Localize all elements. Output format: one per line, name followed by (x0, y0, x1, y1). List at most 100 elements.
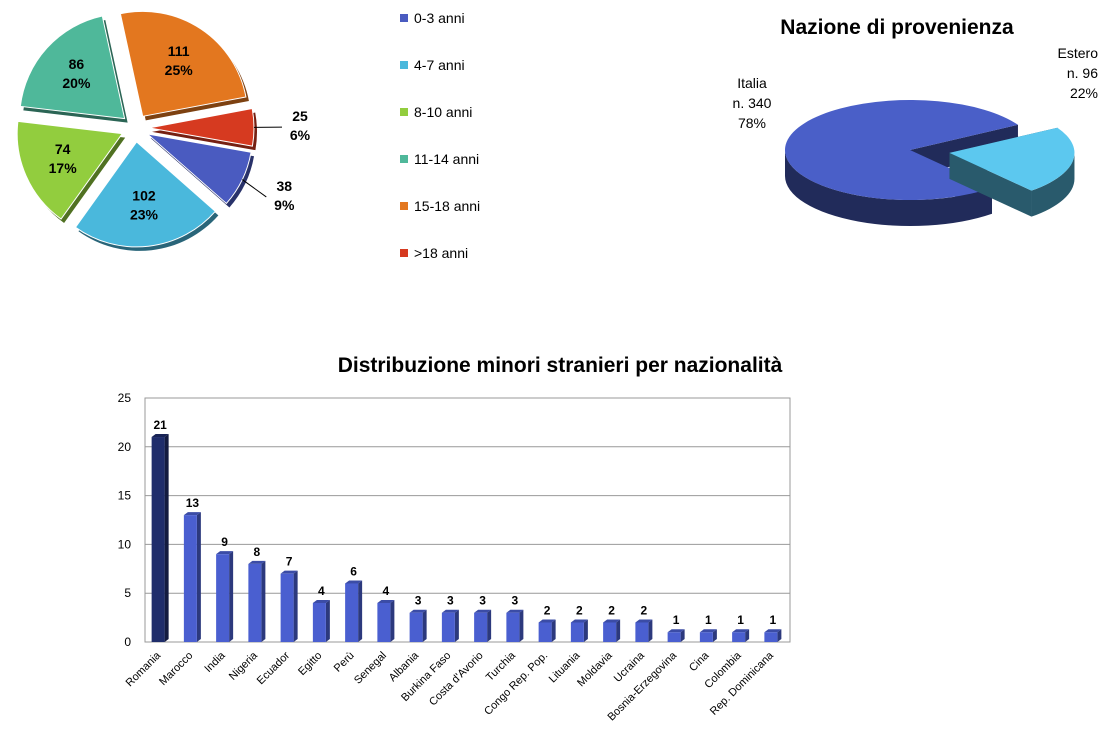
bar-top (216, 551, 234, 555)
value-label: 13 (186, 496, 200, 510)
legend-label: 11-14 anni (414, 151, 479, 167)
x-tick-label: Perù (332, 650, 357, 675)
slice-label: 25 6% (290, 108, 311, 143)
value-label: 3 (415, 594, 422, 608)
y-tick-label: 20 (118, 440, 132, 454)
x-tick-label: Ecuador (255, 649, 293, 687)
bar-side (229, 551, 234, 642)
value-label: 1 (737, 613, 744, 627)
bar-side (293, 570, 298, 642)
slice-label-line: n. 96 (1067, 65, 1098, 81)
slice (949, 127, 1075, 191)
bar (570, 622, 584, 642)
value-label: 1 (673, 613, 680, 627)
value-label: 2 (576, 603, 583, 617)
slice-label-line: 78% (738, 115, 766, 131)
slice-label: 86 20% (62, 56, 91, 91)
bar-top (474, 609, 492, 613)
slice-label-line: 23% (130, 207, 159, 223)
bar-side (745, 629, 750, 642)
bar (474, 612, 488, 642)
slice-label-line: 20% (62, 75, 91, 91)
y-tick-label: 25 (118, 391, 132, 405)
bar-top (570, 619, 588, 623)
bar (216, 554, 230, 642)
bar (732, 632, 746, 642)
slice-label: Italia n. 340 78% (733, 75, 772, 131)
y-tick-label: 5 (124, 586, 131, 600)
bar-top (667, 629, 685, 633)
bar-top (732, 629, 750, 633)
y-tick-label: 10 (118, 537, 132, 551)
slice (74, 141, 217, 248)
legend-swatch (400, 155, 408, 163)
bar-side (487, 609, 492, 642)
bar (151, 437, 165, 642)
bar-side (325, 599, 330, 642)
bar-side (583, 619, 588, 642)
x-tick-label: Romania (124, 649, 164, 689)
slice-face (949, 152, 1032, 217)
bar-top (506, 609, 524, 613)
x-tick-label: Cina (687, 649, 712, 674)
legend-label: 0-3 anni (414, 10, 465, 26)
slice-label-line: 86 (69, 56, 85, 72)
slice (16, 120, 124, 220)
bar-top (248, 560, 266, 564)
bar-top (183, 512, 201, 516)
x-tick-label: Senegal (352, 650, 389, 687)
slice-label-line: 6% (290, 127, 311, 143)
slice-label: 102 23% (130, 188, 159, 223)
slice-label-line: 22% (1070, 85, 1098, 101)
bar (345, 583, 359, 642)
bar-top (280, 570, 298, 574)
bar (280, 573, 294, 642)
bar (441, 612, 455, 642)
bar-top (699, 629, 717, 633)
bar-side (680, 629, 685, 642)
value-label: 1 (705, 613, 712, 627)
slice-label: Estero n. 96 22% (1058, 45, 1099, 101)
chart-title: Distribuzione minori stranieri per nazio… (338, 354, 783, 377)
value-label: 3 (479, 594, 486, 608)
x-tick-label: Marocco (157, 650, 195, 688)
x-tick-label: India (202, 649, 228, 675)
bar-side (648, 619, 653, 642)
bar-top (151, 434, 169, 438)
slice (145, 133, 252, 205)
value-label: 1 (770, 613, 777, 627)
slice-label: 111 25% (165, 43, 194, 78)
value-label: 6 (350, 564, 357, 578)
bar-side (390, 599, 395, 642)
y-tick-label: 0 (124, 635, 131, 649)
value-label: 21 (153, 418, 167, 432)
legend-swatch (400, 249, 408, 257)
legend-label: 8-10 anni (414, 104, 472, 120)
value-label: 8 (254, 545, 261, 559)
bar-top (635, 619, 653, 623)
bar-top (603, 619, 621, 623)
legend-swatch (400, 108, 408, 116)
bar (699, 632, 713, 642)
chart-title: Nazione di provenienza (780, 16, 1014, 39)
bar-top (377, 599, 395, 603)
bar (603, 622, 617, 642)
slice-label-line: 25% (165, 62, 194, 78)
bar (538, 622, 552, 642)
bar (764, 632, 778, 642)
bar-side (196, 512, 201, 642)
value-label: 7 (286, 555, 293, 569)
slice (19, 15, 126, 120)
bar-side (422, 609, 427, 642)
slice-label-line: n. 340 (733, 95, 772, 111)
slice-side (785, 150, 993, 226)
slice-label-line: 25 (292, 108, 308, 124)
bar (183, 515, 197, 642)
bar (635, 622, 649, 642)
plot-area (144, 397, 791, 643)
bar-top (538, 619, 556, 623)
slice-label: 38 9% (274, 178, 295, 213)
bar (377, 602, 391, 642)
bar-side (519, 609, 524, 642)
